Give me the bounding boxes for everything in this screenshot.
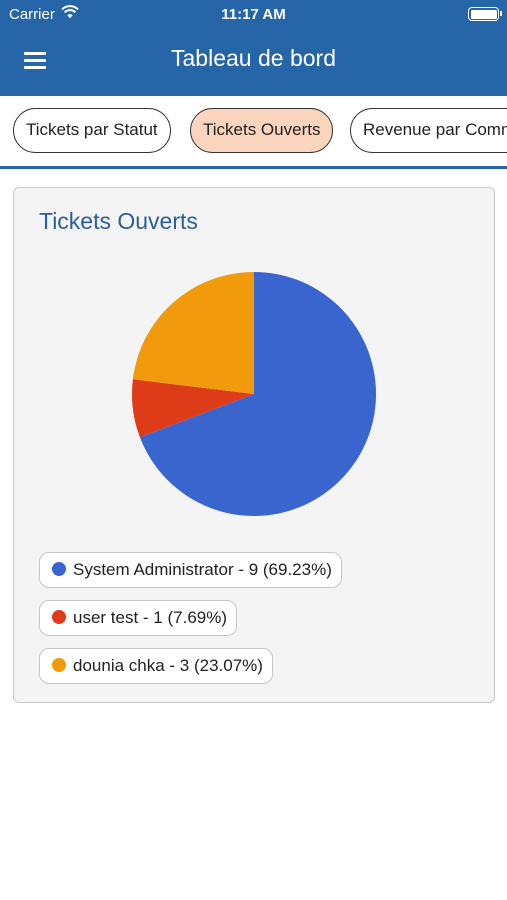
- pie-slice-dounia-chka: [132, 272, 254, 394]
- pie-chart: [132, 272, 376, 516]
- hamburger-menu-icon[interactable]: [22, 48, 50, 72]
- tab-tickets-ouverts[interactable]: Tickets Ouverts: [190, 108, 334, 153]
- legend-label: dounia chka - 3 (23.07%): [73, 656, 263, 675]
- wifi-icon: [61, 5, 79, 19]
- app-header: Carrier 11:17 AM Tableau de bord: [0, 0, 507, 96]
- legend-item-system-administrator: System Administrator - 9 (69.23%): [39, 552, 342, 588]
- pie-slice-user-test: [132, 379, 254, 438]
- chart-tab-bar[interactable]: Tickets par Statut Tickets Ouverts Reven…: [0, 96, 507, 169]
- chart-title: Tickets Ouverts: [39, 208, 198, 234]
- legend-label: System Administrator - 9 (69.23%): [73, 560, 332, 579]
- legend-dot: [52, 610, 66, 624]
- carrier-label: Carrier: [9, 6, 55, 23]
- tab-tickets-par-statut[interactable]: Tickets par Statut: [13, 108, 171, 153]
- legend-dot: [52, 658, 66, 672]
- battery-icon: [468, 7, 502, 21]
- tab-bar-underline: [0, 166, 507, 169]
- pie-slice-system-administrator: [139, 272, 376, 516]
- status-time: 11:17 AM: [221, 6, 286, 23]
- tab-revenue-par-commercial[interactable]: Revenue par Commercial: [350, 108, 507, 153]
- legend-label: user test - 1 (7.69%): [73, 608, 228, 627]
- chart-card: Tickets Ouverts System Administrator - 9…: [13, 187, 495, 703]
- page-title: Tableau de bord: [171, 45, 336, 71]
- status-bar: Carrier 11:17 AM: [0, 0, 507, 28]
- legend-item-user-test: user test - 1 (7.69%): [39, 600, 238, 636]
- legend-item-dounia-chka: dounia chka - 3 (23.07%): [39, 648, 273, 684]
- legend-dot: [52, 562, 66, 576]
